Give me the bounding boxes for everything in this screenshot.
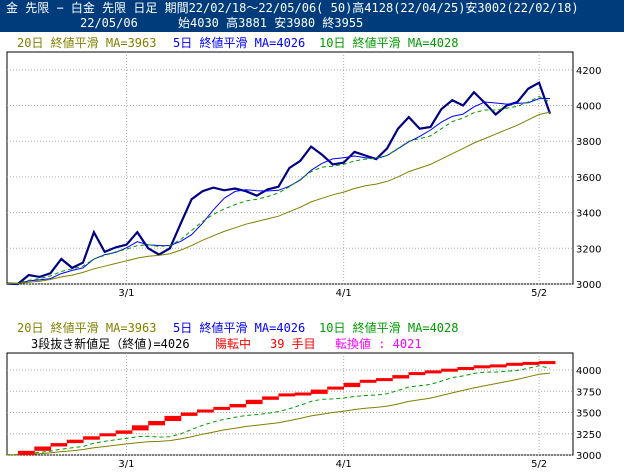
new-price-box <box>392 375 410 379</box>
new-price-box <box>441 368 458 372</box>
bottom-x-tick-label: 4/1 <box>336 459 352 470</box>
new-price-box <box>180 412 198 416</box>
new-price-box <box>229 404 247 408</box>
bottom-y-tick-label: 3000 <box>576 451 601 462</box>
new-price-box <box>359 379 377 383</box>
new-price-box <box>343 382 361 388</box>
legend-ma20-top: 20日 終値平滑 MA=3963 <box>17 35 156 50</box>
new-price-box <box>197 409 214 413</box>
legend-ma5-top: 5日 終値平滑 MA=4026 <box>173 35 305 50</box>
bottom-y-tick-label: 3250 <box>576 430 601 441</box>
new-price-box <box>310 389 328 394</box>
top-x-tick-label: 4/1 <box>336 288 352 299</box>
new-price-box <box>115 430 133 434</box>
new-price-box <box>148 421 165 426</box>
new-price-box <box>294 392 312 396</box>
status-label: 陽転中 <box>215 336 251 351</box>
new-price-box <box>278 393 296 397</box>
new-price-box <box>131 425 149 431</box>
top-y-tick-label: 3200 <box>576 244 601 255</box>
top-y-tick-label: 3000 <box>576 280 601 291</box>
new-price-box <box>424 370 442 374</box>
bottom-ma20-line <box>6 372 551 456</box>
bottom-y-tick-label: 3750 <box>576 387 601 398</box>
top-y-tick-label: 3600 <box>576 173 601 184</box>
new-price-box <box>473 365 491 369</box>
new-price-box <box>213 406 231 410</box>
new-price-box <box>376 378 393 382</box>
bottom-y-tick-label: 4000 <box>576 366 601 377</box>
legend-ma5-bottom: 5日 終値平滑 MA=4026 <box>173 320 305 335</box>
new-price-box <box>66 439 84 444</box>
date-label: 22/05/06 <box>80 16 138 30</box>
bottom-ma10-line <box>6 365 551 456</box>
legend-ma10-bottom: 10日 終値平滑 MA=4028 <box>319 320 458 335</box>
new-price-box <box>50 443 68 447</box>
bottom-x-tick-label: 3/1 <box>118 459 134 470</box>
chart-title: 金 先限 − 白金 先限 日足 期間22/02/18～22/05/06( 50)… <box>6 1 579 15</box>
top-y-tick-label: 3800 <box>576 137 601 148</box>
legend-ma10-top: 10日 終値平滑 MA=4028 <box>319 35 458 50</box>
new-price-box <box>538 361 556 365</box>
new-price-box <box>34 446 52 451</box>
top-y-tick-label: 3400 <box>576 209 601 220</box>
new-price-box <box>327 386 344 390</box>
new-price-box <box>457 367 475 370</box>
new-price-box <box>18 450 35 456</box>
bottom-x-tick-label: 5/2 <box>531 459 547 470</box>
ma10-line <box>6 96 551 285</box>
new-price-box <box>262 396 279 400</box>
new-price-box <box>164 415 182 421</box>
count-label: 39 手目 <box>270 337 316 351</box>
new-price-box <box>99 433 117 437</box>
price-chart-panel: 3000 3200 3400 3600 3800 4000 4200 3/1 4/1 5/2 <box>6 51 601 299</box>
new-price-box <box>506 362 523 366</box>
new-price-box <box>489 364 507 368</box>
ma5-line <box>6 98 551 285</box>
chart-header: 金 先限 − 白金 先限 日足 期間22/02/18～22/05/06( 50)… <box>0 0 624 32</box>
sansen-label: 3段抜き新値足（終値)=4026 <box>31 336 190 351</box>
new-price-box <box>83 436 100 440</box>
top-y-tick-label: 4000 <box>576 102 601 113</box>
bottom-y-tick-label: 3500 <box>576 409 601 420</box>
new-price-box <box>522 361 540 365</box>
top-y-tick-label: 4200 <box>576 66 601 77</box>
ohlc-label: 始4030 高3881 安3980 終3955 <box>178 16 364 30</box>
new-price-box <box>408 372 426 376</box>
top-x-tick-label: 5/2 <box>531 288 547 299</box>
legend-ma20-bottom: 20日 終値平滑 MA=3963 <box>17 320 156 335</box>
new-price-chart-panel: 3000 3250 3500 3750 4000 3/1 4/1 5/2 <box>6 352 601 470</box>
new-price-box <box>245 399 263 405</box>
ma20-line <box>6 111 551 285</box>
top-x-tick-label: 3/1 <box>118 288 134 299</box>
reversal-label: 転換値 : 4021 <box>335 336 422 351</box>
close-line <box>6 81 552 286</box>
